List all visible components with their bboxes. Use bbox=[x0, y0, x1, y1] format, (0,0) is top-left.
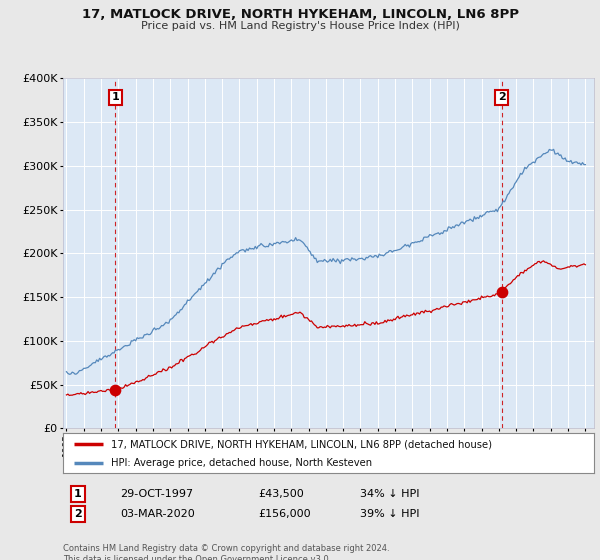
Text: 39% ↓ HPI: 39% ↓ HPI bbox=[360, 509, 419, 519]
Text: 17, MATLOCK DRIVE, NORTH HYKEHAM, LINCOLN, LN6 8PP: 17, MATLOCK DRIVE, NORTH HYKEHAM, LINCOL… bbox=[82, 8, 518, 21]
Text: Price paid vs. HM Land Registry's House Price Index (HPI): Price paid vs. HM Land Registry's House … bbox=[140, 21, 460, 31]
Text: 17, MATLOCK DRIVE, NORTH HYKEHAM, LINCOLN, LN6 8PP (detached house): 17, MATLOCK DRIVE, NORTH HYKEHAM, LINCOL… bbox=[111, 439, 492, 449]
Text: £43,500: £43,500 bbox=[258, 489, 304, 499]
Point bbox=[497, 287, 506, 296]
Text: 03-MAR-2020: 03-MAR-2020 bbox=[120, 509, 195, 519]
Text: 2: 2 bbox=[74, 509, 82, 519]
Text: 29-OCT-1997: 29-OCT-1997 bbox=[120, 489, 193, 499]
Text: 2: 2 bbox=[498, 92, 506, 102]
Text: 1: 1 bbox=[74, 489, 82, 499]
Text: Contains HM Land Registry data © Crown copyright and database right 2024.
This d: Contains HM Land Registry data © Crown c… bbox=[63, 544, 389, 560]
Text: HPI: Average price, detached house, North Kesteven: HPI: Average price, detached house, Nort… bbox=[111, 458, 372, 468]
Text: 1: 1 bbox=[112, 92, 119, 102]
Text: £156,000: £156,000 bbox=[258, 509, 311, 519]
Point bbox=[110, 386, 120, 395]
Text: 34% ↓ HPI: 34% ↓ HPI bbox=[360, 489, 419, 499]
